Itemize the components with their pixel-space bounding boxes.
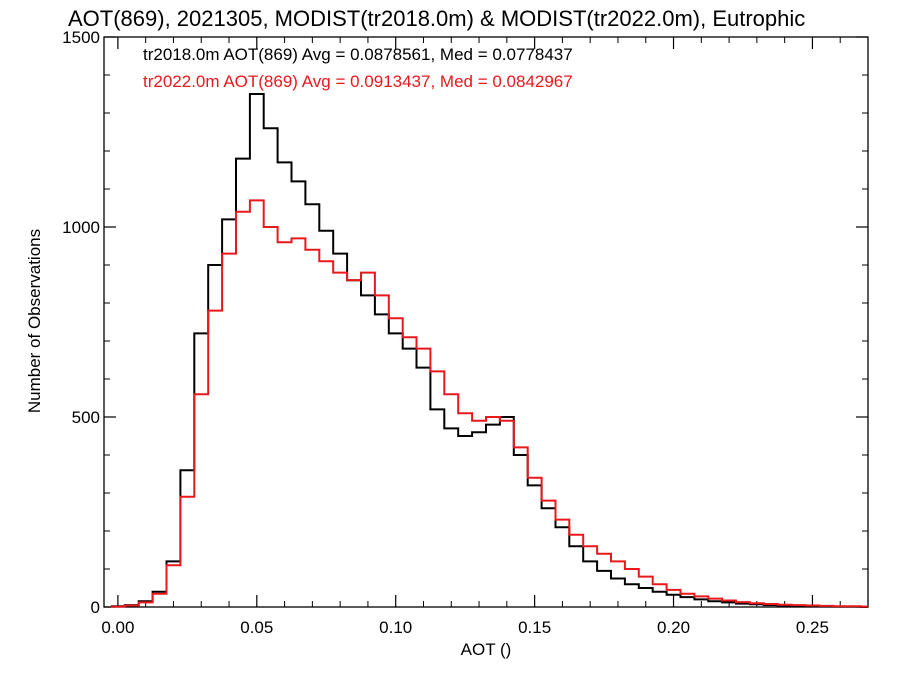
series-layer [110, 93, 868, 608]
legend: tr2018.0m AOT(869) Avg = 0.0878561, Med … [143, 45, 573, 91]
y-axis-label: Number of Observations [25, 229, 44, 413]
x-tick-label: 0.15 [518, 618, 551, 637]
plot-axes: 0.00 0.05 0.10 0.15 0.20 0.25 0 500 1000 1500 [62, 28, 869, 637]
x-tick-label: 0.20 [657, 618, 690, 637]
y-tick-label: 1000 [62, 218, 100, 237]
y-tick-label: 0 [91, 598, 100, 617]
x-axis-label: AOT () [461, 640, 512, 659]
chart-title: AOT(869), 2021305, MODIST(tr2018.0m) & M… [68, 6, 805, 31]
x-tick-label: 0.10 [379, 618, 412, 637]
plot-frame [103, 36, 869, 608]
y-tick-label: 500 [72, 408, 100, 427]
x-tick-label: 0.00 [101, 618, 134, 637]
legend-entry-2: tr2022.0m AOT(869) Avg = 0.0913437, Med … [143, 72, 573, 91]
legend-entry-1: tr2018.0m AOT(869) Avg = 0.0878561, Med … [143, 45, 573, 64]
y-tick-label: 1500 [62, 28, 100, 47]
series-line-2 [110, 199, 868, 608]
x-tick-label: 0.25 [796, 618, 829, 637]
series-line-1 [110, 93, 868, 608]
x-tick-label: 0.05 [240, 618, 273, 637]
